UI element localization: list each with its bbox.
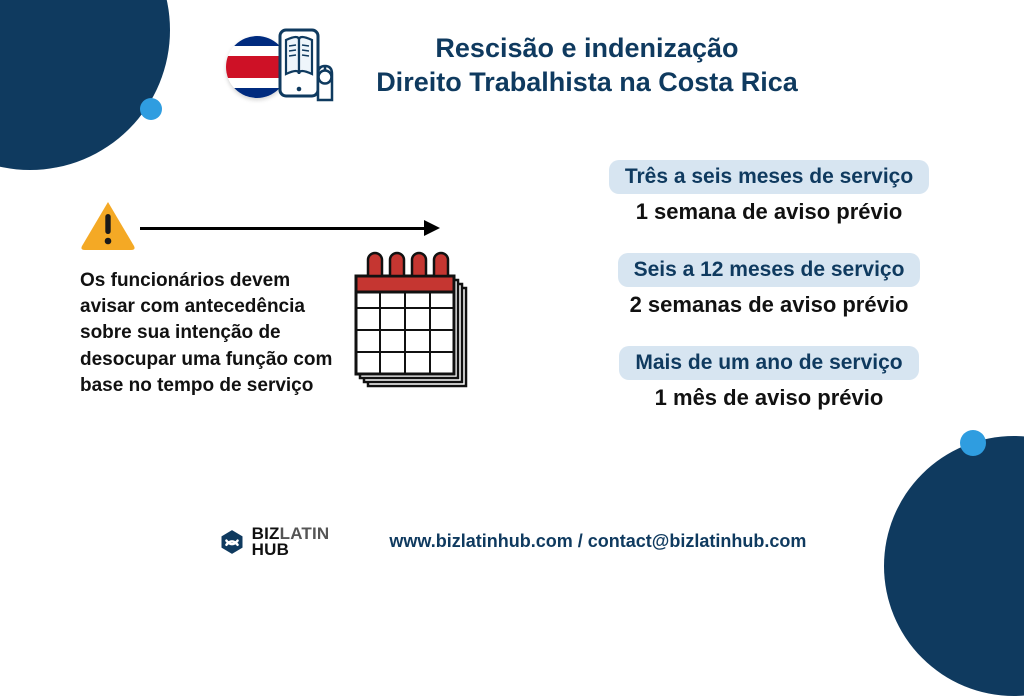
page-title: Rescisão e indenização Direito Trabalhis… xyxy=(376,32,798,100)
calendar-icon xyxy=(340,250,480,400)
rule-condition: Seis a 12 meses de serviço xyxy=(618,253,921,287)
intro-paragraph: Os funcionários devem avisar com anteced… xyxy=(80,268,340,399)
rule-item: Mais de um ano de serviço 1 mês de aviso… xyxy=(584,346,954,411)
footer-website: www.bizlatinhub.com xyxy=(389,531,572,551)
header-icon-group xyxy=(226,26,346,106)
logo-part-hub: HUB xyxy=(252,542,330,558)
brand-logo-text: BIZLATIN HUB xyxy=(252,526,330,558)
title-line-1: Rescisão e indenização xyxy=(376,32,798,66)
rule-item: Três a seis meses de serviço 1 semana de… xyxy=(584,160,954,225)
footer-separator: / xyxy=(573,531,588,551)
warning-icon xyxy=(80,200,136,250)
rule-notice: 2 semanas de aviso prévio xyxy=(584,292,954,318)
brand-logo: BIZLATIN HUB xyxy=(218,526,330,558)
mobile-book-icon xyxy=(274,26,344,104)
footer-contact: www.bizlatinhub.com / contact@bizlatinhu… xyxy=(389,531,806,552)
arrow-right xyxy=(140,220,440,236)
header: Rescisão e indenização Direito Trabalhis… xyxy=(0,26,1024,106)
rule-notice: 1 semana de aviso prévio xyxy=(584,199,954,225)
corner-decoration-br xyxy=(884,436,1024,696)
title-line-2: Direito Trabalhista na Costa Rica xyxy=(376,66,798,100)
rule-item: Seis a 12 meses de serviço 2 semanas de … xyxy=(584,253,954,318)
brand-mark-icon xyxy=(218,528,246,556)
rule-condition: Três a seis meses de serviço xyxy=(609,160,929,194)
rule-notice: 1 mês de aviso prévio xyxy=(584,385,954,411)
rule-condition: Mais de um ano de serviço xyxy=(619,346,918,380)
notice-rules-list: Três a seis meses de serviço 1 semana de… xyxy=(584,160,954,411)
footer-email: contact@bizlatinhub.com xyxy=(588,531,807,551)
accent-dot-br xyxy=(960,430,986,456)
footer: BIZLATIN HUB www.bizlatinhub.com / conta… xyxy=(0,526,1024,558)
